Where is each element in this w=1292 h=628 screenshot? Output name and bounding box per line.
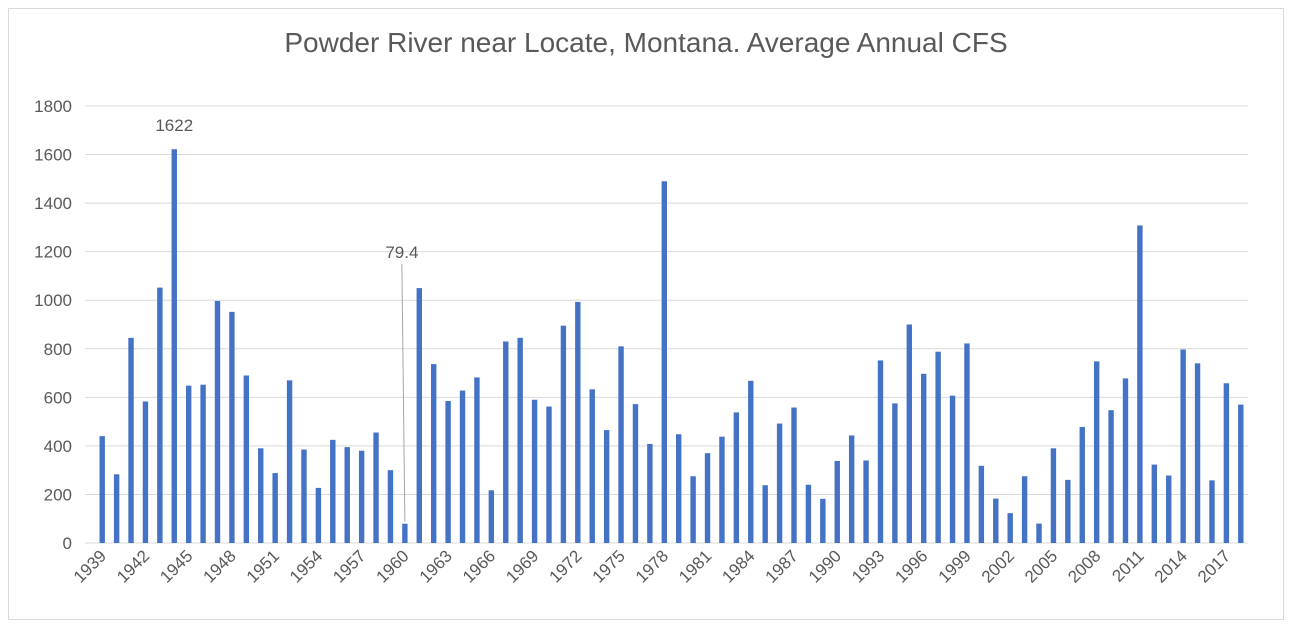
y-tick-label: 1000 xyxy=(34,291,72,310)
bar xyxy=(474,377,480,543)
bar xyxy=(848,435,855,543)
bar xyxy=(1166,475,1172,543)
bar xyxy=(344,447,350,543)
bar xyxy=(330,439,336,543)
bar xyxy=(286,380,293,543)
bar xyxy=(589,389,595,543)
bar xyxy=(1079,426,1085,543)
bar xyxy=(877,360,884,543)
bar xyxy=(748,380,754,543)
bar xyxy=(834,460,840,543)
bar xyxy=(1151,464,1158,543)
bar xyxy=(1065,479,1071,543)
bar xyxy=(315,487,322,543)
bar xyxy=(575,301,581,543)
bar xyxy=(1209,480,1215,543)
bar xyxy=(1093,361,1100,543)
bar xyxy=(863,460,869,543)
bar xyxy=(704,453,711,543)
bar xyxy=(157,287,163,543)
bar xyxy=(402,523,408,543)
bar xyxy=(820,498,826,543)
bar xyxy=(719,436,725,543)
y-tick-label: 800 xyxy=(44,340,72,359)
bar xyxy=(185,385,192,543)
bar xyxy=(690,476,696,543)
data-label: 79.4 xyxy=(385,243,418,262)
bar xyxy=(661,181,667,543)
bar xyxy=(1137,225,1143,544)
y-tick-label: 1800 xyxy=(34,97,72,116)
bar xyxy=(99,436,105,543)
chart-title: Powder River near Locate, Montana. Avera… xyxy=(284,27,1007,58)
y-tick-label: 200 xyxy=(44,485,72,504)
y-tick-label: 0 xyxy=(63,534,72,553)
bar xyxy=(373,432,379,543)
bar xyxy=(546,406,552,543)
y-tick-label: 600 xyxy=(44,388,72,407)
bar xyxy=(676,434,682,543)
bar xyxy=(733,412,740,543)
bar xyxy=(200,384,206,543)
bar xyxy=(1194,363,1201,543)
bar xyxy=(1180,349,1186,543)
bar xyxy=(935,351,941,543)
bar xyxy=(906,324,913,543)
bar xyxy=(113,474,120,543)
leader-line xyxy=(401,263,406,522)
chart-frame xyxy=(8,8,1284,620)
bar xyxy=(978,465,985,543)
bar xyxy=(1108,410,1114,543)
bar xyxy=(1050,448,1057,543)
bar xyxy=(387,470,394,543)
bar xyxy=(1122,378,1129,543)
y-tick-label: 400 xyxy=(44,437,72,456)
y-tick-label: 1200 xyxy=(34,243,72,262)
bar xyxy=(171,149,177,543)
y-tick-label: 1600 xyxy=(34,146,72,165)
bar xyxy=(560,325,567,543)
bar xyxy=(964,343,970,543)
bar xyxy=(618,346,624,543)
bar xyxy=(445,400,451,543)
bar xyxy=(791,407,797,543)
bar xyxy=(949,395,956,543)
bar xyxy=(517,337,523,543)
data-label: 1622 xyxy=(155,116,193,135)
bar xyxy=(416,288,422,543)
bar xyxy=(531,399,538,543)
y-tick-label: 1400 xyxy=(34,194,72,213)
bar xyxy=(805,484,812,543)
bar xyxy=(358,450,365,543)
bar xyxy=(993,498,999,543)
bar xyxy=(921,373,927,543)
bar xyxy=(1007,513,1013,543)
bar xyxy=(1021,476,1028,543)
bar xyxy=(892,403,898,543)
bar xyxy=(762,485,768,543)
bar xyxy=(776,423,783,543)
bar xyxy=(258,448,264,543)
bar xyxy=(229,311,235,543)
bar xyxy=(488,490,495,543)
bar xyxy=(459,390,466,543)
bar xyxy=(603,430,610,543)
bar xyxy=(214,300,221,543)
bar xyxy=(301,449,307,543)
bar xyxy=(503,341,509,543)
bar xyxy=(430,364,437,543)
bar xyxy=(272,473,278,543)
bar xyxy=(1223,383,1230,543)
bar xyxy=(1238,404,1244,543)
bar xyxy=(243,375,250,543)
bar xyxy=(128,337,134,543)
bar xyxy=(647,443,653,543)
bar xyxy=(1036,523,1042,543)
bar xyxy=(142,401,149,543)
bar xyxy=(632,404,639,543)
